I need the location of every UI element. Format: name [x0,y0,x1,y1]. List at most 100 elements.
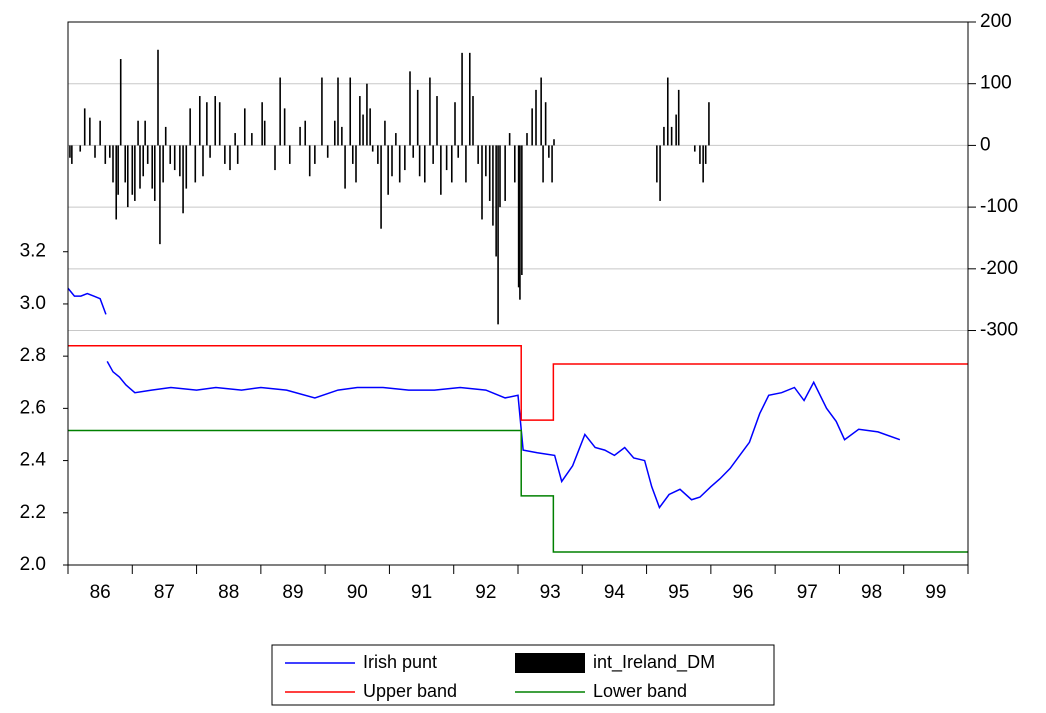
legend-swatch [515,653,585,673]
x-tick-label: 93 [540,582,561,603]
bar [341,126,343,146]
bar [355,145,357,183]
bar [497,145,499,325]
bar [526,133,528,146]
x-tick-label: 95 [668,582,689,603]
bar [83,108,86,146]
bar [535,89,537,146]
bar [142,145,145,177]
bar [146,145,149,164]
bar [384,120,386,146]
bar [104,145,107,164]
bar [391,145,393,177]
legend: Irish punt int_Ireland_DM Upper band Lower … [271,644,775,706]
legend-label: Lower band [593,681,687,701]
y-tick-label: 2.6 [20,397,46,418]
bar [454,102,456,146]
bar [548,145,550,158]
bar [418,145,421,177]
bar [173,145,176,171]
bar [699,145,701,164]
bar [229,145,231,171]
bar [119,59,122,146]
bar [185,145,188,189]
bar [398,145,401,183]
bar [202,145,204,177]
bar [71,145,73,164]
bar [553,139,555,146]
bar [704,145,707,164]
bar [542,145,544,183]
bar [206,102,208,146]
bar [243,108,246,146]
bar [198,96,201,146]
bar [126,145,129,208]
y-tick-label: 2.0 [20,554,46,575]
bar [702,145,704,183]
bar [436,96,438,146]
bar [551,145,553,183]
y2-tick-label: 0 [980,134,991,155]
bar [321,77,323,146]
bar [299,126,301,146]
bar [182,145,184,214]
bar [189,108,191,146]
bar [472,96,474,146]
x-tick-label: 87 [154,582,175,603]
line [67,287,901,510]
bar [304,120,307,146]
bar [157,49,159,146]
bar [519,145,521,300]
x-tick-label: 86 [90,582,111,603]
bar [251,133,253,146]
bar [162,145,164,183]
bar [481,145,483,220]
y-tick-label: 2.8 [20,345,46,366]
bar [344,145,346,189]
bar [429,77,431,146]
bar [117,145,119,195]
bar [144,120,146,146]
y2-tick-label: 200 [980,11,1012,32]
bar [387,145,389,195]
bar [504,145,506,201]
bar [423,145,426,183]
bar [359,96,361,146]
y2-tick-label: 100 [980,73,1012,94]
bar [351,145,354,164]
bar [236,145,239,164]
bar [380,145,382,229]
bar [366,83,368,146]
bar [517,145,520,288]
legend-label: Irish punt [363,652,437,672]
bar [693,145,696,152]
bar [544,102,547,146]
bar [314,145,316,164]
bar [263,120,266,146]
line [68,344,968,421]
bar [89,117,91,146]
plot-frame [67,21,969,566]
bar [508,133,511,146]
bar [108,145,111,158]
x-tick-label: 96 [732,582,753,603]
bar [468,52,471,146]
bar [362,114,364,146]
bar [488,145,491,201]
bar [513,145,516,183]
legend-label: int_Ireland_DM [593,652,715,673]
bar [677,89,680,146]
bar [288,145,291,164]
x-tick-label: 91 [411,582,432,603]
bar [670,126,673,146]
bar [69,145,71,158]
x-tick-label: 92 [475,582,496,603]
y-tick-label: 3.2 [20,241,46,262]
bar [377,145,379,164]
bar [261,102,263,146]
bar [349,77,352,146]
plot-area: -300 -200 -100 0 100 200 2.0 2.2 2.4 2.6 2.8 3.0 3.2… [20,11,1018,603]
bar [659,145,661,201]
bar [99,120,101,146]
bar [139,145,141,189]
